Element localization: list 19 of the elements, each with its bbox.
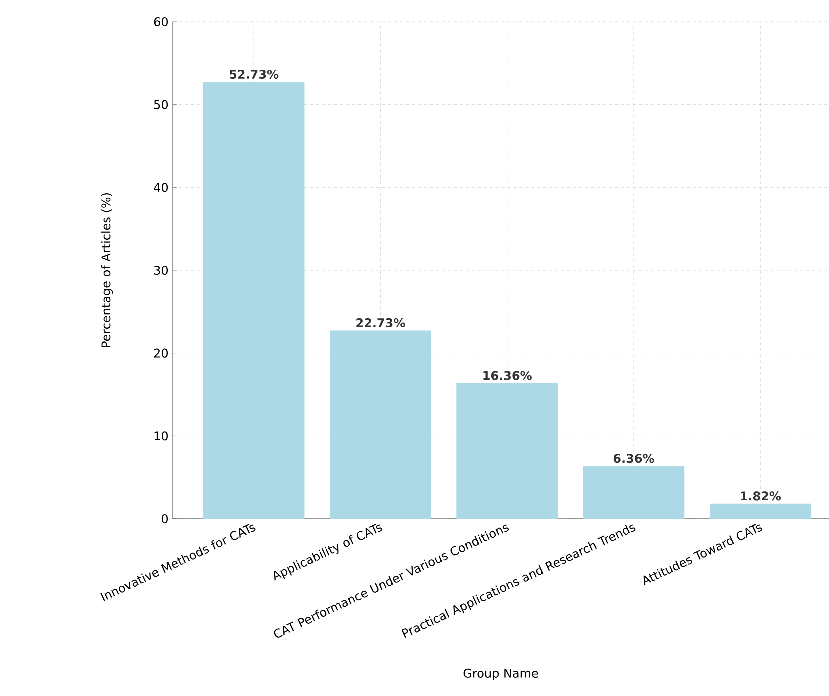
data-label: 1.82%	[741, 492, 782, 501]
y-tick-label: 10	[154, 432, 168, 441]
data-label: 16.36%	[484, 371, 532, 380]
y-tick-label: 20	[154, 348, 168, 358]
data-label: 22.73%	[356, 318, 406, 328]
y-tick-label: 60	[154, 17, 168, 27]
y-tick-label: 30	[154, 266, 168, 276]
data-label: 6.36%	[614, 454, 654, 464]
y-tick-label: 0	[162, 514, 168, 524]
x-axis-title: Group Name	[464, 668, 538, 680]
bar	[710, 504, 812, 519]
bar	[583, 466, 685, 519]
data-label: 52.73%	[230, 70, 279, 80]
y-axis-title: Percentage of Articles (%)	[101, 194, 114, 348]
bar	[203, 82, 305, 519]
bar	[330, 330, 432, 519]
y-tick-label: 40	[154, 183, 168, 192]
bar	[456, 383, 558, 519]
y-tick-label: 50	[154, 100, 168, 110]
